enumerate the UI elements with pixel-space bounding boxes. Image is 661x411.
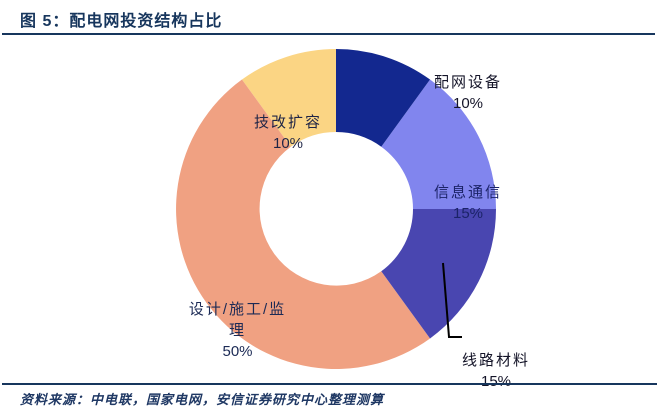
slice-label-text: 配网设备 xyxy=(433,74,502,91)
slice-value-text: 10% xyxy=(272,135,304,152)
pie-slice-4 xyxy=(176,79,431,369)
slice-label-xianlu-cailiao: 线路材料 15% xyxy=(431,350,561,392)
leader-line xyxy=(442,262,462,338)
slice-label-sheji-shigong-jianli: 设计/施工/监理 50% xyxy=(185,299,290,362)
pie-slice-3 xyxy=(381,209,496,339)
slice-label-xinxi-tongxin: 信息通信 15% xyxy=(403,182,533,224)
pie-slice-2 xyxy=(381,79,496,209)
footer-divider xyxy=(2,383,657,385)
slice-value-text: 50% xyxy=(222,343,253,360)
slice-label-text: 技改扩容 xyxy=(253,114,322,131)
slice-label-jigai-kuorong: 技改扩容 10% xyxy=(223,112,353,154)
slice-value-text: 10% xyxy=(452,95,484,112)
slice-label-text: 信息通信 xyxy=(433,184,502,201)
slice-label-peiwang-shebei: 配网设备 10% xyxy=(400,72,536,114)
slice-label-text: 线路材料 xyxy=(461,352,530,369)
source-note: 资料来源：中电联，国家电网，安信证券研究中心整理测算 xyxy=(20,392,385,407)
pie-slice-5 xyxy=(241,49,336,147)
pie-slice-1 xyxy=(336,49,431,147)
donut-chart: 配网设备 10% 信息通信 15% 线路材料 15% 设计/施工/监理 50% … xyxy=(0,36,661,390)
slice-label-text: 设计/施工/监理 xyxy=(188,301,287,339)
donut-chart-canvas xyxy=(176,49,496,369)
title-divider xyxy=(2,33,655,35)
slice-value-text: 15% xyxy=(480,373,512,390)
figure-title: 图 5：配电网投资结构占比 xyxy=(20,13,223,30)
slice-value-text: 15% xyxy=(452,205,484,222)
